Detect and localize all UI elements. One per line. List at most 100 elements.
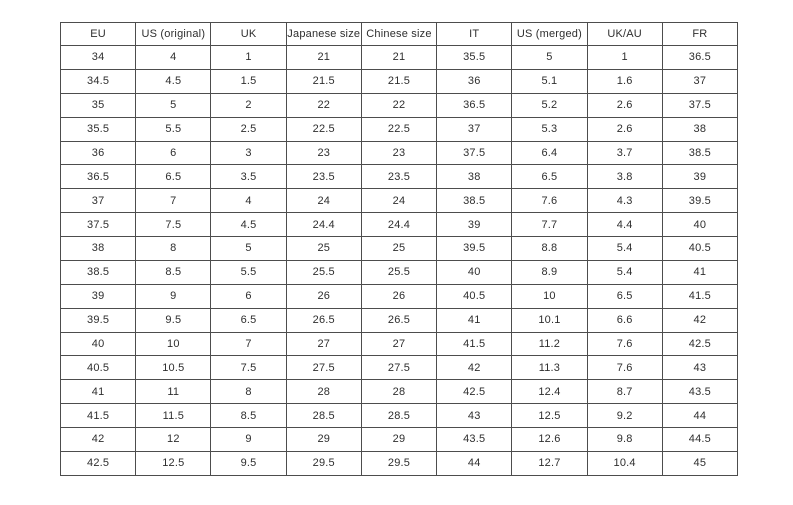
table-cell: 25.5 [360, 259, 438, 285]
table-cell: 26.5 [285, 307, 362, 333]
table-cell: 5.4 [586, 259, 663, 285]
table-cell: 6 [210, 283, 287, 309]
table-cell: 44 [661, 403, 739, 428]
table-cell: 23 [360, 140, 438, 166]
table-cell: 8.5 [210, 403, 287, 428]
table-cell: 6.5 [135, 164, 212, 190]
table-cell: 2.5 [210, 116, 287, 142]
column-header: Japanese size [285, 22, 362, 46]
table-cell: 22.5 [360, 116, 438, 142]
table-cell: 11.3 [511, 355, 588, 381]
table-cell: 25 [360, 236, 438, 261]
table-cell: 3.8 [586, 164, 663, 190]
table-cell: 7.6 [586, 355, 663, 381]
table-cell: 35.5 [59, 116, 137, 142]
table-header-row: EU US (original) UK Japanese size Chinese si… [59, 22, 739, 46]
table-row: 35.5 5.5 2.5 22.5 22.5 37 5.3 2.6 38 [59, 116, 739, 142]
table-cell: 29.5 [360, 450, 438, 477]
table-cell: 38 [436, 164, 513, 190]
table-cell: 38.5 [436, 188, 513, 214]
table-cell: 6 [135, 140, 212, 166]
table-cell: 22 [285, 92, 362, 118]
table-cell: 42 [661, 307, 739, 333]
column-header: UK/AU [586, 22, 663, 46]
table-cell: 43 [661, 355, 739, 381]
table-cell: 37.5 [436, 140, 513, 166]
table-cell: 3.7 [586, 140, 663, 166]
table-cell: 36 [436, 68, 513, 94]
table-cell: 29.5 [285, 450, 362, 477]
table-cell: 7.7 [511, 212, 588, 237]
table-row: 40.5 10.5 7.5 27.5 27.5 42 11.3 7.6 43 [59, 355, 739, 381]
table-cell: 40 [436, 259, 513, 285]
table-cell: 8 [210, 379, 287, 405]
table-cell: 37 [661, 68, 739, 94]
table-cell: 21.5 [360, 68, 438, 94]
table-cell: 42 [59, 427, 137, 452]
table-row: 39.5 9.5 6.5 26.5 26.5 41 10.1 6.6 42 [59, 307, 739, 333]
table-cell: 23 [285, 140, 362, 166]
table-cell: 21 [360, 45, 438, 70]
table-cell: 38.5 [59, 259, 137, 285]
table-cell: 3.5 [210, 164, 287, 190]
column-header: EU [59, 22, 137, 46]
table-cell: 2.6 [586, 116, 663, 142]
table-cell: 28.5 [360, 403, 438, 428]
table-cell: 39.5 [436, 236, 513, 261]
table-cell: 39.5 [661, 188, 739, 214]
table-cell: 5 [135, 92, 212, 118]
table-cell: 21 [285, 45, 362, 70]
table-cell: 24 [285, 188, 362, 214]
table-cell: 6.6 [586, 307, 663, 333]
table-cell: 9.5 [135, 307, 212, 333]
table-cell: 3 [210, 140, 287, 166]
table-cell: 25 [285, 236, 362, 261]
table-cell: 42.5 [436, 379, 513, 405]
table-cell: 40.5 [59, 355, 137, 381]
table-cell: 7.5 [135, 212, 212, 237]
table-cell: 12.5 [135, 450, 212, 477]
table-cell: 42.5 [661, 331, 739, 357]
table-cell: 12.6 [511, 427, 588, 452]
table-cell: 34 [59, 45, 137, 70]
table-cell: 24.4 [360, 212, 438, 237]
table-cell: 8.9 [511, 259, 588, 285]
table-cell: 9 [210, 427, 287, 452]
table-cell: 34.5 [59, 68, 137, 94]
table-cell: 6.5 [586, 283, 663, 309]
table-cell: 22 [360, 92, 438, 118]
table-cell: 36.5 [59, 164, 137, 190]
table-row: 34 4 1 21 21 35.5 5 1 36.5 [59, 45, 739, 70]
table-cell: 38 [59, 236, 137, 261]
table-cell: 11.5 [135, 403, 212, 428]
table-cell: 43.5 [436, 427, 513, 452]
table-row: 34.5 4.5 1.5 21.5 21.5 36 5.1 1.6 37 [59, 68, 739, 94]
table-cell: 21.5 [285, 68, 362, 94]
table-cell: 10 [135, 331, 212, 357]
table-cell: 35 [59, 92, 137, 118]
table-cell: 23.5 [285, 164, 362, 190]
table-cell: 43 [436, 403, 513, 428]
table-cell: 40.5 [661, 236, 739, 261]
table-cell: 4 [210, 188, 287, 214]
table-cell: 8.5 [135, 259, 212, 285]
table-cell: 39.5 [59, 307, 137, 333]
table-row: 37 7 4 24 24 38.5 7.6 4.3 39.5 [59, 188, 739, 214]
column-header: US (merged) [511, 22, 588, 46]
table-cell: 10.4 [586, 450, 663, 477]
table-cell: 38 [661, 116, 739, 142]
table-cell: 28 [285, 379, 362, 405]
table-cell: 26.5 [360, 307, 438, 333]
table-cell: 29 [360, 427, 438, 452]
table-cell: 23.5 [360, 164, 438, 190]
shoe-size-conversion-table: EU US (original) UK Japanese size Chinese si… [59, 22, 739, 477]
table-cell: 7.5 [210, 355, 287, 381]
table-cell: 1 [586, 45, 663, 70]
column-header: Chinese size [360, 22, 438, 46]
table-row: 35 5 2 22 22 36.5 5.2 2.6 37.5 [59, 92, 739, 118]
table-cell: 4.5 [135, 68, 212, 94]
table-cell: 36 [59, 140, 137, 166]
table-row: 36 6 3 23 23 37.5 6.4 3.7 38.5 [59, 140, 739, 166]
table-cell: 39 [59, 283, 137, 309]
table-cell: 4.4 [586, 212, 663, 237]
